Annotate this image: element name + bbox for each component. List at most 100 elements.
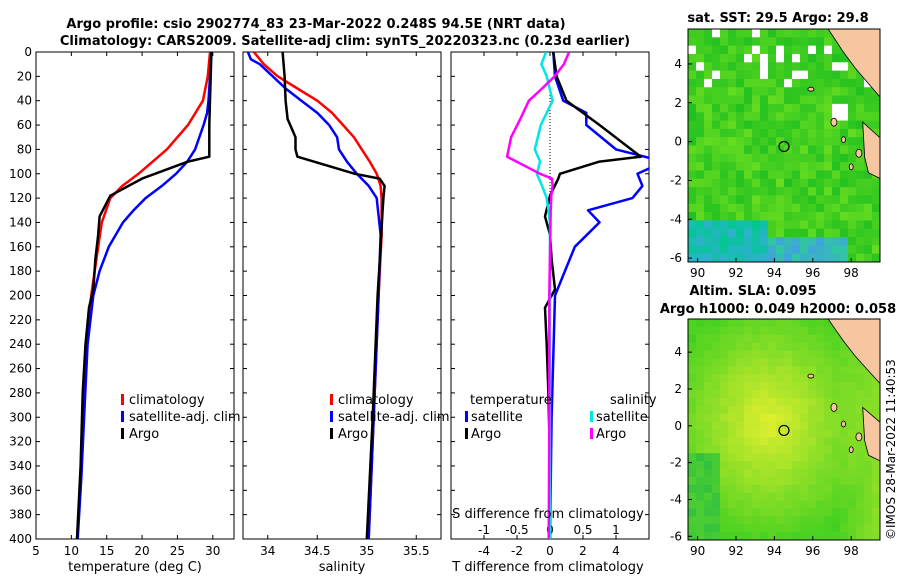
map-cell [696,358,705,367]
map-cell [792,237,801,246]
map-cell [832,532,841,540]
map-cell [848,103,857,113]
map-cell [768,37,777,47]
map-cell [712,162,721,172]
map-cell [688,429,697,438]
map-cell [856,524,865,533]
map-cell [744,128,753,138]
map-cell [736,437,745,446]
map-cell [824,358,833,367]
map-x-tick-label: 92 [728,544,743,558]
map-cell [752,29,761,38]
map-cell [848,437,857,446]
map-cell [736,397,745,407]
map-cell [752,128,761,138]
map-cell [800,516,809,525]
map-cell [736,187,745,197]
map-cell [768,358,777,367]
map-cell [712,492,721,502]
map-cell [712,524,721,533]
map-cell [784,461,793,470]
map-cell [792,212,801,221]
map-cell [808,350,817,360]
map-cell [768,237,777,246]
map-cell [872,500,880,510]
map-cell [760,326,769,336]
map-cell [856,374,865,383]
map-cell [800,484,809,494]
map-cell [768,178,777,188]
map-cell [704,212,713,221]
map-cell [736,137,745,147]
map-cell [696,203,705,213]
map-cell [824,350,833,360]
map-cell [832,366,841,375]
map-cell [840,413,849,423]
map-cell [720,492,729,502]
map-cell [832,128,841,138]
map-cell [800,390,809,399]
map-cell [824,37,833,47]
map-cell [712,326,721,336]
map-cell [768,170,777,180]
map-cell [816,445,825,454]
map-cell [728,78,737,88]
map-cell [744,366,753,375]
map-cell [832,220,841,230]
map-cell [784,187,793,197]
difference-xlabel-top: S difference from climatology [452,507,644,522]
map-cell [792,413,801,423]
map-cell [808,195,817,205]
map-cell [776,153,785,163]
map-cell [688,178,697,188]
map-cell [792,245,801,255]
map-y-tick-label: -6 [670,251,682,265]
map-cell [752,253,761,262]
x-tick-label: 15 [99,544,114,558]
map-cell [776,461,785,470]
map-cell [808,500,817,510]
legend-swatch-climatology [330,394,333,405]
legend-swatch-t-argo [465,428,468,439]
map-cell [784,62,793,72]
map-cell [768,162,777,172]
map-cell [816,397,825,407]
figure-title-line2: Climatology: CARS2009. Satellite-adj cli… [60,34,630,49]
y-tick-label: 220 [9,313,32,327]
map-cell [760,429,769,438]
map-cell [736,145,745,155]
map-cell [792,445,801,454]
map-cell [856,95,865,105]
map-cell [768,500,777,510]
map-cell [816,532,825,540]
x-tick-label-salinity: -1 [478,523,490,537]
map-cell [728,45,737,55]
map-cell [824,445,833,454]
map-cell [856,390,865,399]
map-cell [840,366,849,375]
map-cell [720,178,729,188]
map-cell [824,53,833,63]
map-cell [744,397,753,407]
legend-label-s-satellite: satellite [596,410,648,425]
map-cell [728,366,737,375]
map-y-tick-label: -4 [670,212,682,226]
map-cell [832,445,841,454]
map-cell [832,253,841,262]
map-cell [864,228,873,238]
map-cell [824,95,833,105]
map-cell [824,228,833,238]
map-cell [696,153,705,163]
salinity-xlabel: salinity [319,560,366,575]
map-cell [816,78,825,88]
map-cell [856,382,865,391]
map-cell [784,319,793,328]
map-cell [824,45,833,55]
map-cell [776,187,785,197]
map-y-tick-label: 0 [674,135,682,149]
map-cell [712,413,721,423]
x-tick-label: 35 [359,544,374,558]
map-x-tick-label: 92 [728,266,743,280]
map-cell [696,326,705,336]
map-cell [744,374,753,383]
